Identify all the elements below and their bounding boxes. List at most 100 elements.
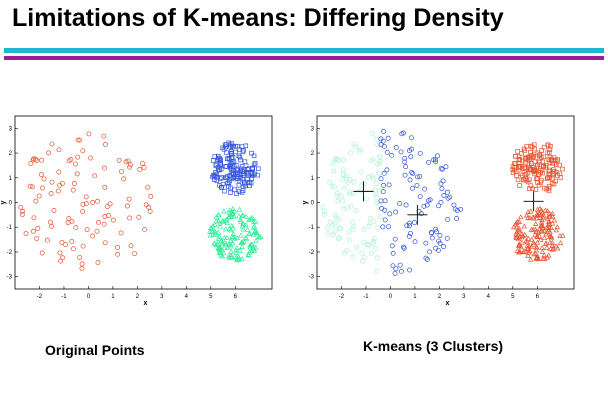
data-point xyxy=(77,137,83,143)
data-point xyxy=(527,155,533,160)
data-point xyxy=(518,171,524,177)
data-point xyxy=(75,154,81,160)
title-underline-teal xyxy=(4,48,604,53)
data-point xyxy=(354,244,360,250)
data-point xyxy=(385,135,391,141)
data-point xyxy=(230,230,237,236)
data-point xyxy=(376,171,382,177)
data-point xyxy=(539,217,545,223)
data-point xyxy=(546,185,552,191)
data-point xyxy=(371,236,377,242)
data-point xyxy=(251,229,258,235)
data-point xyxy=(426,198,432,203)
data-point xyxy=(547,233,553,239)
data-point xyxy=(330,161,336,167)
data-point xyxy=(49,223,55,229)
data-point xyxy=(412,239,418,245)
data-point xyxy=(378,214,383,220)
data-point xyxy=(27,183,33,189)
data-point xyxy=(248,180,254,186)
data-point xyxy=(336,236,342,241)
data-point xyxy=(244,226,251,232)
data-point xyxy=(540,212,547,218)
x-tick-label: -2 xyxy=(339,294,345,300)
data-point xyxy=(523,212,530,218)
data-point xyxy=(320,204,326,210)
data-point xyxy=(539,168,545,173)
x-tick-label: -1 xyxy=(61,294,67,300)
y-tick-label: 0 xyxy=(9,201,13,207)
data-point xyxy=(545,142,551,148)
data-point xyxy=(236,213,242,219)
data-point xyxy=(240,226,247,232)
data-point xyxy=(69,218,75,224)
data-point xyxy=(226,207,233,213)
data-point xyxy=(106,212,111,218)
data-point xyxy=(334,193,340,199)
data-point xyxy=(340,172,346,178)
data-point xyxy=(371,176,376,181)
data-point xyxy=(544,208,551,214)
data-point xyxy=(245,177,250,182)
data-point xyxy=(377,154,383,160)
data-point xyxy=(389,152,395,158)
data-point xyxy=(350,254,356,260)
y-tick-label: 1 xyxy=(311,176,315,182)
data-point xyxy=(386,182,392,188)
data-point xyxy=(546,168,552,174)
data-point xyxy=(227,173,233,178)
data-point xyxy=(148,193,154,199)
x-tick-label: 6 xyxy=(536,294,540,300)
data-point xyxy=(361,226,367,232)
data-point xyxy=(236,183,242,188)
data-point xyxy=(101,133,107,139)
x-tick-label: 1 xyxy=(413,294,417,300)
data-point xyxy=(538,180,544,185)
data-point xyxy=(351,223,357,229)
data-point xyxy=(95,198,100,204)
data-point xyxy=(228,248,235,254)
data-point xyxy=(220,218,226,224)
data-point xyxy=(63,242,68,248)
data-point xyxy=(136,214,142,220)
data-point xyxy=(346,229,352,235)
data-point xyxy=(219,175,224,180)
data-point xyxy=(364,196,369,202)
data-point xyxy=(226,225,233,231)
data-point xyxy=(142,227,147,233)
data-point xyxy=(366,174,371,180)
data-point xyxy=(378,136,384,142)
data-point xyxy=(256,234,263,240)
y-tick-label: -3 xyxy=(7,275,13,281)
data-point xyxy=(549,220,556,226)
data-point xyxy=(438,200,444,205)
x-tick-label: 3 xyxy=(462,294,466,300)
data-point xyxy=(336,216,342,222)
data-point xyxy=(252,218,259,224)
data-point xyxy=(523,155,529,161)
data-point xyxy=(526,243,532,249)
data-point xyxy=(422,186,428,192)
data-point xyxy=(407,230,413,236)
data-point xyxy=(528,143,534,149)
y-tick-label: -2 xyxy=(7,250,13,256)
data-point xyxy=(398,149,404,155)
data-point xyxy=(121,176,127,182)
x-tick-label: 6 xyxy=(234,294,238,300)
data-point xyxy=(213,173,218,178)
data-point xyxy=(28,161,34,167)
data-point xyxy=(79,266,85,271)
data-point xyxy=(438,166,444,171)
data-point xyxy=(33,198,39,204)
data-point xyxy=(513,169,519,175)
data-point xyxy=(80,148,86,154)
data-point xyxy=(536,172,542,177)
x-tick-label: 4 xyxy=(487,294,491,300)
data-point xyxy=(516,156,522,162)
data-point xyxy=(431,157,437,163)
data-point xyxy=(234,244,240,250)
data-point xyxy=(421,203,427,209)
data-point xyxy=(137,166,143,172)
data-point xyxy=(332,221,338,227)
data-point xyxy=(215,218,222,224)
